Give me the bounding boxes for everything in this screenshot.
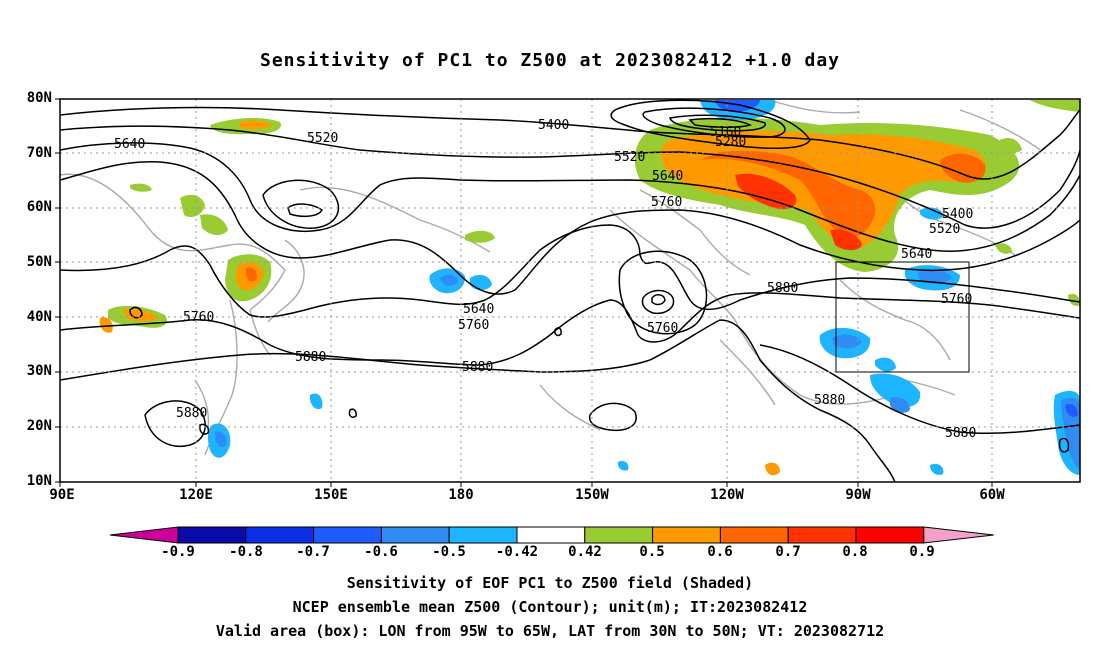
colorbar-segment — [516, 526, 586, 544]
lat-label: 50N — [26, 254, 52, 270]
contour-label: 5880 — [767, 281, 798, 296]
axis-ticks — [55, 98, 993, 487]
grid-lines — [60, 99, 1080, 482]
colorbar-segment — [787, 526, 857, 544]
colorbar-label: -0.6 — [364, 544, 398, 560]
lat-label: 70N — [26, 145, 52, 161]
colorbar-segment — [177, 526, 247, 544]
valid-area-box — [835, 261, 970, 373]
contour-label: 5880 — [176, 406, 207, 421]
lat-label: 30N — [26, 363, 52, 379]
colorbar-min-arrow — [109, 526, 179, 544]
colorbar-label: -0.7 — [296, 544, 330, 560]
colorbar-label: 0.7 — [775, 544, 801, 560]
lon-label: 120E — [179, 487, 213, 503]
contour-label: 5520 — [614, 150, 645, 165]
contour-label: 5880 — [295, 350, 326, 365]
colorbar-segment — [245, 526, 315, 544]
colorbar-label: -0.8 — [229, 544, 263, 560]
contour-label: 5880 — [462, 360, 493, 375]
colorbar-segment — [448, 526, 518, 544]
colorbar-label: 0.8 — [842, 544, 868, 560]
negative-sensitivity-shading — [207, 100, 1080, 475]
map-frame — [59, 98, 1081, 483]
colorbar-segment — [652, 526, 721, 544]
colorbar-label: 0.5 — [639, 544, 665, 560]
contour-label: 5280 — [715, 135, 746, 150]
lat-label: 20N — [26, 418, 52, 434]
lat-label: 80N — [26, 90, 52, 106]
lat-label: 10N — [26, 473, 52, 489]
lat-label: 40N — [26, 309, 52, 325]
contour-label: 5640 — [652, 169, 683, 184]
contour-label: 5160 — [710, 125, 741, 140]
colorbar-label: 0.42 — [568, 544, 602, 560]
caption-line-1: Sensitivity of EOF PC1 to Z500 field (Sh… — [346, 574, 754, 592]
contour-label: 5760 — [183, 310, 214, 325]
contour-label: 5760 — [941, 292, 972, 307]
colorbar-label: 0.6 — [707, 544, 733, 560]
map-title: Sensitivity of PC1 to Z500 at 2023082412… — [259, 50, 840, 71]
contour-label: 5400 — [942, 207, 973, 222]
z500-contours — [60, 99, 1080, 482]
contour-label: 5760 — [458, 318, 489, 333]
colorbar-segment — [719, 526, 789, 544]
colorbar-segment — [855, 526, 925, 544]
lon-label: 180 — [448, 487, 474, 503]
colorbar-segment — [584, 526, 654, 544]
lon-label: 90W — [845, 487, 871, 503]
colorbar-label: -0.5 — [432, 544, 466, 560]
colorbar-label: 0.9 — [909, 544, 935, 560]
lon-label: 150E — [314, 487, 348, 503]
colorbar — [109, 526, 994, 544]
colorbar-segment — [313, 526, 382, 544]
contour-label: 5400 — [538, 118, 569, 133]
contour-label: 5520 — [307, 131, 338, 146]
lon-label: 120W — [710, 487, 744, 503]
contour-label: 5640 — [114, 137, 145, 152]
lon-label: 60W — [979, 487, 1005, 503]
contour-label: 5640 — [901, 247, 932, 262]
contour-label: 5760 — [647, 321, 678, 336]
lat-label: 60N — [26, 199, 52, 215]
contour-label: 5760 — [651, 195, 682, 210]
contour-label: 5520 — [929, 222, 960, 237]
caption-line-3: Valid area (box): LON from 95W to 65W, L… — [215, 622, 885, 640]
lon-label: 150W — [575, 487, 609, 503]
caption-line-2: NCEP ensemble mean Z500 (Contour); unit(… — [292, 598, 808, 616]
colorbar-label: -0.9 — [161, 544, 195, 560]
contour-label: 5880 — [945, 426, 976, 441]
lon-label: 90E — [49, 487, 75, 503]
colorbar-label: -0.42 — [495, 544, 539, 560]
contour-labels: 5640 5520 5400 5160 5280 5520 5640 5760 … — [114, 118, 976, 441]
colorbar-segment — [380, 526, 450, 544]
colorbar-max-arrow — [923, 526, 994, 544]
contour-label: 5640 — [463, 302, 494, 317]
contour-label: 5880 — [814, 393, 845, 408]
